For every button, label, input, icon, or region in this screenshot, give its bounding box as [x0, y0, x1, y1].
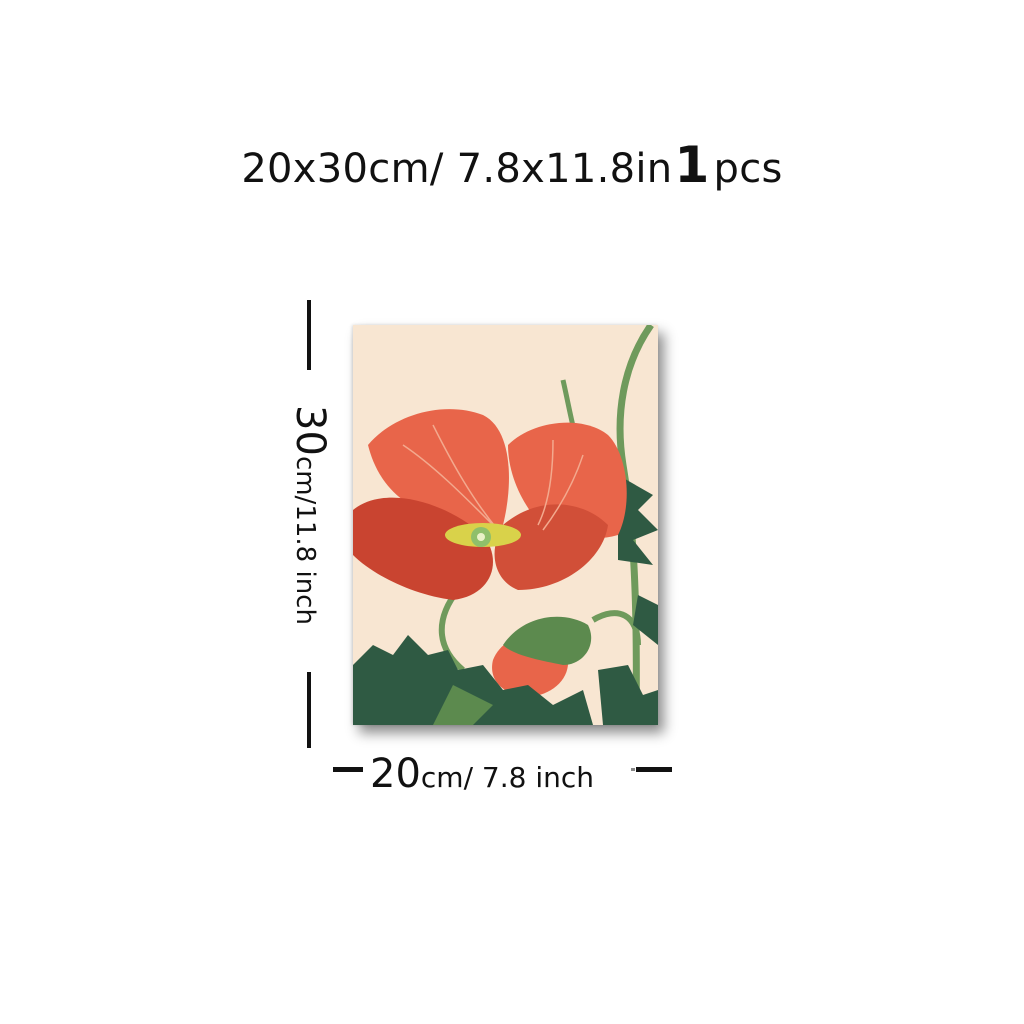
poppy-painting	[353, 325, 658, 725]
width-dimension-label: 20cm/ 7.8 inch	[370, 752, 594, 804]
height-unit: cm/11.8 inch	[290, 455, 320, 625]
width-unit: cm/ 7.8 inch	[420, 761, 595, 794]
height-bar-bottom	[307, 672, 311, 748]
width-bar-left	[333, 767, 363, 772]
quantity-number: 1	[674, 136, 710, 194]
width-value: 20	[370, 751, 421, 797]
height-value: 30	[287, 405, 333, 456]
quantity-unit: pcs	[713, 146, 783, 192]
product-size-headline: 20x30cm/ 7.8x11.8in1 pcs	[0, 138, 1024, 196]
small-mark	[631, 768, 635, 771]
size-text: 20x30cm/ 7.8x11.8in	[241, 146, 673, 192]
height-bar-top	[307, 300, 311, 370]
poppy-illustration	[353, 325, 658, 725]
width-bar-right	[636, 767, 672, 772]
